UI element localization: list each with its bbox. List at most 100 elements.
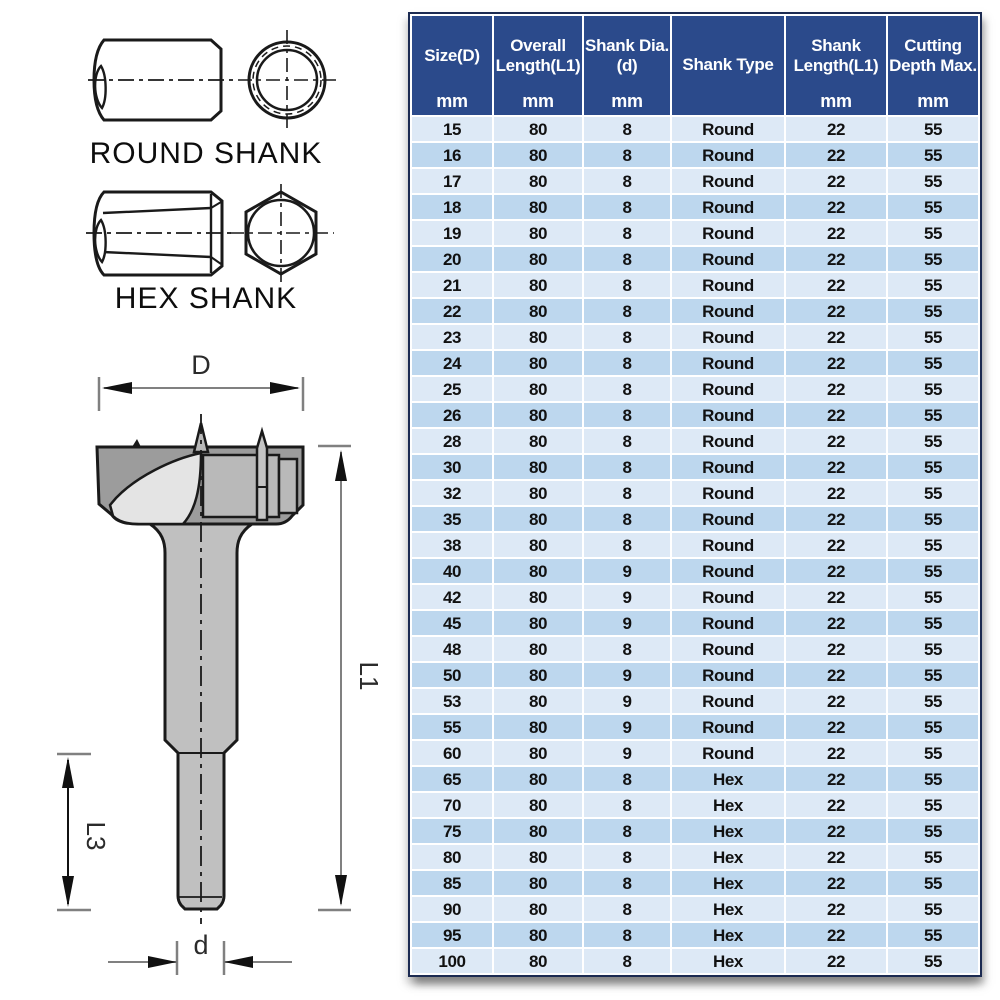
cell: 85 (412, 871, 492, 895)
table-row: 18 80 8 Round 22 55 (412, 195, 978, 219)
cell: 80 (494, 351, 582, 375)
col-header-shank-type: Shank Type (672, 16, 784, 115)
table-row: 53 80 9 Round 22 55 (412, 689, 978, 713)
cell: 22 (786, 533, 886, 557)
cell: 80 (494, 403, 582, 427)
cell: 55 (888, 143, 978, 167)
col-header-size: Size(D) mm (412, 16, 492, 115)
cell: 23 (412, 325, 492, 349)
cell: 80 (494, 819, 582, 843)
cell: 8 (584, 533, 670, 557)
cell: Round (672, 247, 784, 271)
table-row: 15 80 8 Round 22 55 (412, 117, 978, 141)
cell: Round (672, 117, 784, 141)
cell: 8 (584, 403, 670, 427)
cell: 30 (412, 455, 492, 479)
cell: 22 (786, 845, 886, 869)
cell: 26 (412, 403, 492, 427)
cell: 80 (494, 325, 582, 349)
cell: 9 (584, 559, 670, 583)
cell: 80 (494, 741, 582, 765)
cell: 80 (494, 611, 582, 635)
cell: 22 (786, 689, 886, 713)
cell: 55 (888, 871, 978, 895)
cell: Round (672, 143, 784, 167)
cell: 80 (494, 559, 582, 583)
cell: Round (672, 325, 784, 349)
cell: 8 (584, 819, 670, 843)
cell: 22 (786, 871, 886, 895)
cell: Round (672, 273, 784, 297)
cell: 25 (412, 377, 492, 401)
cell: 9 (584, 663, 670, 687)
cell: 60 (412, 741, 492, 765)
bit-head-right-step (277, 457, 299, 515)
cell: 8 (584, 273, 670, 297)
table-row: 22 80 8 Round 22 55 (412, 299, 978, 323)
cell: 65 (412, 767, 492, 791)
table-row: 70 80 8 Hex 22 55 (412, 793, 978, 817)
cell: 16 (412, 143, 492, 167)
cell: 80 (494, 585, 582, 609)
table-row: 24 80 8 Round 22 55 (412, 351, 978, 375)
cell: 80 (494, 247, 582, 271)
cell: 42 (412, 585, 492, 609)
hex-shank-diagram: HEX SHANK (86, 184, 334, 315)
technical-drawings: ROUND SHANK HEX SHANK D (57, 30, 384, 975)
cell: 22 (786, 897, 886, 921)
table-row: 28 80 8 Round 22 55 (412, 429, 978, 453)
cell: 22 (786, 455, 886, 479)
dim-sd-arrow-left (148, 956, 177, 968)
cell: 80 (494, 507, 582, 531)
cell: Round (672, 221, 784, 245)
cell: 8 (584, 143, 670, 167)
table-row: 17 80 8 Round 22 55 (412, 169, 978, 193)
round-shank-break-line (93, 64, 107, 111)
dim-label-shank-diameter: d (193, 930, 208, 960)
dim-sd-arrow-right (224, 956, 253, 968)
col-header-shank-length: Shank Length(L1) mm (786, 16, 886, 115)
cell: 55 (888, 195, 978, 219)
cell: 53 (412, 689, 492, 713)
dim-l3-arrow-top (62, 757, 74, 788)
cell: 80 (494, 871, 582, 895)
cell: Round (672, 195, 784, 219)
cell: 40 (412, 559, 492, 583)
cell: 22 (786, 403, 886, 427)
cell: 22 (786, 325, 886, 349)
cell: Round (672, 429, 784, 453)
table-row: 48 80 8 Round 22 55 (412, 637, 978, 661)
cell: 22 (786, 585, 886, 609)
cell: 55 (888, 715, 978, 739)
cell: Round (672, 689, 784, 713)
cell: 80 (412, 845, 492, 869)
cell: 8 (584, 637, 670, 661)
cell: 90 (412, 897, 492, 921)
bit-edge-nick (132, 439, 141, 447)
dim-label-shank-length: L3 (81, 822, 111, 851)
cell: Round (672, 637, 784, 661)
hex-shank-break-line (93, 218, 107, 265)
cell: 8 (584, 221, 670, 245)
cell: 18 (412, 195, 492, 219)
table-row: 42 80 9 Round 22 55 (412, 585, 978, 609)
cell: 55 (888, 221, 978, 245)
dim-d-arrow-right (270, 382, 300, 394)
cell: 80 (494, 533, 582, 557)
cell: 70 (412, 793, 492, 817)
cell: 22 (786, 117, 886, 141)
cell: 55 (888, 819, 978, 843)
cell: Round (672, 715, 784, 739)
cell: 9 (584, 741, 670, 765)
table-row: 40 80 9 Round 22 55 (412, 559, 978, 583)
cell: 22 (786, 793, 886, 817)
cell: Hex (672, 767, 784, 791)
table-row: 50 80 9 Round 22 55 (412, 663, 978, 687)
cell: 75 (412, 819, 492, 843)
cell: 55 (888, 949, 978, 973)
cell: Hex (672, 949, 784, 973)
table-row: 75 80 8 Hex 22 55 (412, 819, 978, 843)
cell: Round (672, 351, 784, 375)
cell: Round (672, 403, 784, 427)
table-row: 19 80 8 Round 22 55 (412, 221, 978, 245)
